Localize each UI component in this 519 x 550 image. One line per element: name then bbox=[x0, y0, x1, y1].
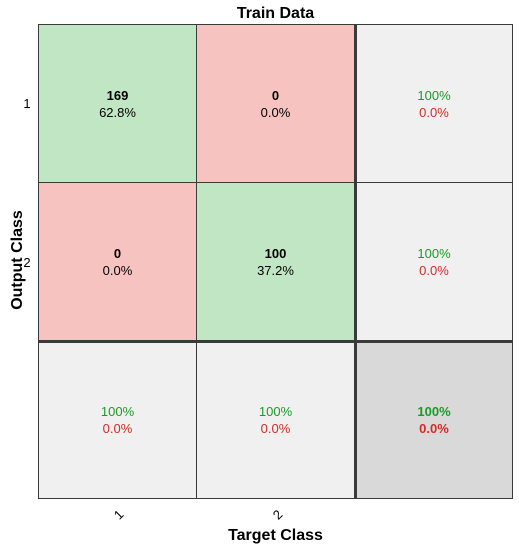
row-wrong-percent: 0.0% bbox=[419, 104, 449, 120]
overall-correct-percent: 100% bbox=[417, 404, 451, 419]
row-wrong-percent: 0.0% bbox=[419, 262, 449, 278]
col-correct-percent: 100% bbox=[258, 404, 293, 419]
cell-count: 0 bbox=[271, 87, 280, 103]
row-summary-2: 100% 0.0% bbox=[355, 182, 513, 341]
col-summary-2: 100% 0.0% bbox=[196, 341, 355, 499]
cell-row1-col2: 0 0.0% bbox=[196, 24, 355, 183]
row-correct-percent: 100% bbox=[417, 87, 451, 103]
cell-row1-col1: 169 62.8% bbox=[38, 24, 197, 183]
summary-divider-vertical bbox=[354, 24, 357, 499]
summary-divider-horizontal bbox=[38, 340, 513, 343]
overall-wrong-percent: 0.0% bbox=[419, 421, 449, 436]
col-wrong-percent: 0.0% bbox=[102, 421, 133, 436]
y-tick-label-2: 2 bbox=[23, 255, 31, 270]
x-tick-label-2: 2 bbox=[269, 506, 286, 523]
overall-summary: 100% 0.0% bbox=[355, 341, 513, 499]
cell-row2-col1: 0 0.0% bbox=[38, 182, 197, 341]
col-summary-1: 100% 0.0% bbox=[38, 341, 197, 499]
cell-row2-col2: 100 37.2% bbox=[196, 182, 355, 341]
cell-percent: 37.2% bbox=[257, 262, 294, 278]
cell-percent: 62.8% bbox=[99, 104, 136, 120]
chart-title: Train Data bbox=[236, 5, 315, 22]
col-wrong-percent: 0.0% bbox=[260, 421, 291, 436]
cell-count: 0 bbox=[113, 245, 122, 261]
x-axis-label: Target Class bbox=[228, 527, 323, 544]
col-correct-percent: 100% bbox=[100, 404, 135, 419]
confusion-matrix: 169 62.8% 0 0.0% 100% 0.0% 0 0.0% 100 37… bbox=[38, 24, 513, 499]
cell-count: 100 bbox=[264, 245, 287, 261]
cell-percent: 0.0% bbox=[102, 262, 133, 278]
cell-percent: 0.0% bbox=[260, 104, 291, 120]
row-summary-1: 100% 0.0% bbox=[355, 24, 513, 183]
x-tick-label-1: 1 bbox=[110, 506, 127, 523]
cell-count: 169 bbox=[106, 87, 129, 103]
row-correct-percent: 100% bbox=[417, 245, 451, 261]
y-tick-label-1: 1 bbox=[23, 96, 31, 111]
